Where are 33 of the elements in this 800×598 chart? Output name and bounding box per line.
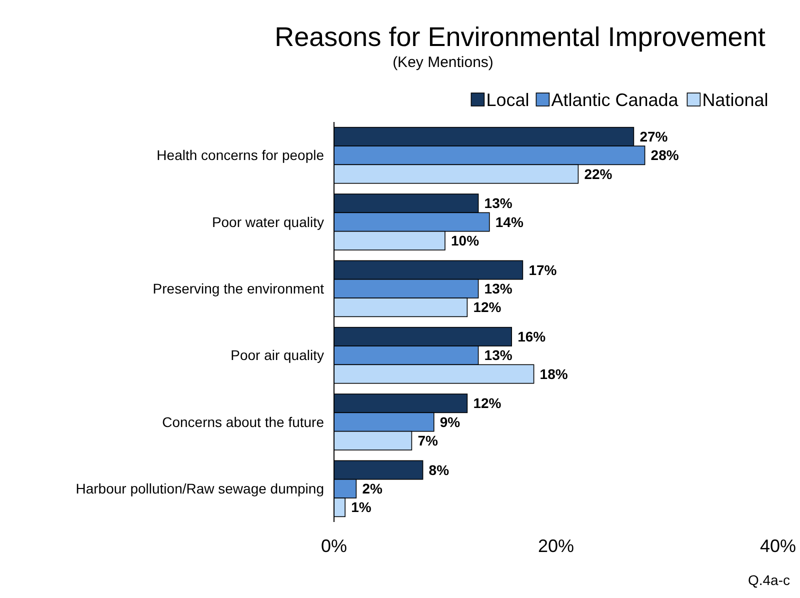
- data-label: 14%: [495, 214, 524, 230]
- data-label: 18%: [540, 366, 568, 382]
- data-label: 9%: [440, 414, 461, 430]
- legend-label: Atlantic Canada: [551, 90, 680, 110]
- data-label: 1%: [351, 499, 372, 516]
- chart-subtitle: (Key Mentions): [392, 54, 494, 71]
- data-label: 13%: [484, 280, 513, 297]
- y-tick-label: Preserving the environment: [152, 280, 324, 297]
- data-label: 17%: [528, 262, 558, 278]
- x-tick-label: 0%: [320, 536, 348, 556]
- chart-title: Reasons for Environmental Improvement: [274, 22, 766, 52]
- data-label: 7%: [418, 432, 438, 449]
- data-label: 10%: [451, 232, 480, 249]
- legend-label: National: [702, 90, 768, 110]
- y-tick-label: Concerns about the future: [162, 414, 324, 430]
- y-tick-label: Poor water quality: [212, 214, 324, 230]
- data-label: 16%: [518, 328, 546, 345]
- legend-label: Local: [486, 90, 530, 110]
- x-tick-label: 40%: [760, 536, 796, 556]
- data-label: 2%: [362, 480, 383, 497]
- y-tick-label: Health concerns for people: [156, 147, 324, 164]
- y-tick-label: Harbour pollution/Raw sewage dumping: [76, 480, 324, 497]
- data-label: 13%: [484, 347, 513, 364]
- data-label: 12%: [473, 299, 502, 316]
- data-label: 22%: [584, 166, 613, 182]
- data-label: 12%: [473, 395, 502, 412]
- y-tick-label: Poor air quality: [230, 347, 324, 364]
- data-label: 28%: [650, 147, 680, 164]
- data-label: 27%: [640, 128, 668, 145]
- x-tick-label: 20%: [538, 536, 574, 556]
- text: Q.4a-c: [748, 572, 790, 588]
- data-label: 13%: [484, 195, 513, 212]
- data-label: 8%: [428, 462, 450, 478]
